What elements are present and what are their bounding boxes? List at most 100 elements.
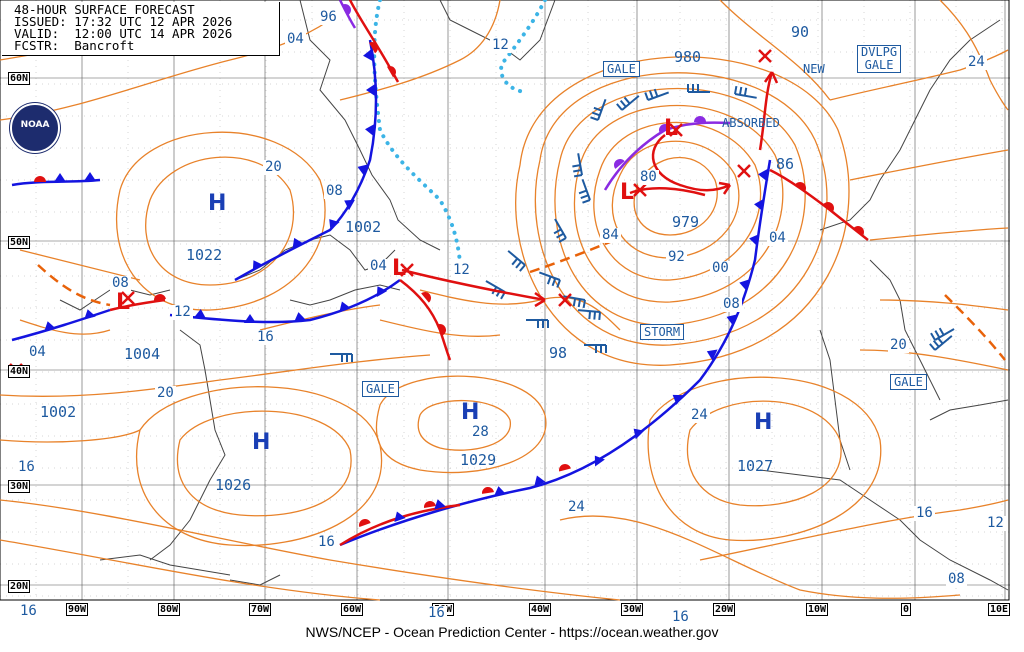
storm-track [401, 268, 546, 302]
isobar-line [699, 499, 1009, 561]
barb-flag [619, 100, 627, 108]
isobar-line [0, 429, 141, 443]
isobar-line [647, 376, 882, 542]
barb-flag [546, 276, 552, 285]
isobar-line [417, 399, 511, 451]
low-pressure-forecast-90: 90 [791, 23, 810, 41]
fronts [11, 0, 1006, 547]
cold-front-triangle [357, 164, 369, 176]
isobar-line [869, 227, 1009, 241]
wind-barbs [330, 84, 955, 362]
lon-label-10e: 10E [988, 603, 1011, 616]
wind-barb [687, 84, 710, 93]
coastline [59, 289, 111, 311]
warm-front-semicircle [659, 124, 671, 133]
barb-flag [582, 299, 586, 309]
barb-flag [649, 90, 654, 99]
isobar-line [339, 0, 501, 101]
barb-shaft [577, 153, 583, 176]
isobar-label: 16 [255, 329, 276, 345]
isobar-line [145, 156, 295, 286]
isobar-label: 12 [490, 37, 511, 53]
barb-flag [588, 311, 592, 320]
high-center-labrador: H [208, 191, 227, 216]
x-stroke [737, 164, 751, 178]
isobar-line [176, 410, 352, 517]
wind-barb [578, 178, 591, 204]
low-pressure-great-lakes: 1004 [124, 345, 161, 363]
wind-barb [616, 95, 640, 111]
isobar-label: 92 [666, 249, 687, 265]
coastlines [59, 0, 1009, 591]
isobar-label: 20 [888, 337, 909, 353]
gale-warning-north: GALE [603, 61, 640, 77]
wind-barb [572, 153, 583, 178]
coastline [759, 469, 1009, 591]
absorbed-annotation: ABSORBED [722, 116, 780, 130]
barb-flag [519, 264, 526, 272]
warm-front-semicircle [853, 226, 864, 236]
storm-track [629, 186, 706, 197]
header-title: 48-HOUR SURFACE FORECAST [14, 2, 195, 17]
isobar-label: 20 [263, 159, 284, 175]
trough-line [944, 294, 1006, 361]
forecast-position-marker [633, 183, 647, 197]
warm-front-semicircle [424, 501, 436, 509]
cold-front-triangle [294, 312, 306, 323]
warm-front-semicircle [694, 116, 706, 122]
forecast-position-marker [121, 291, 135, 305]
lat-label-20n: 20N [8, 580, 31, 593]
high-center-bermuda: H [252, 430, 271, 455]
barb-shaft [621, 95, 640, 111]
isobar-line [135, 386, 383, 547]
lon-label-10w: 10W [806, 603, 829, 616]
barb-flag [551, 277, 557, 287]
wind-barb [526, 319, 549, 328]
isobar-label: 08 [946, 571, 967, 587]
x-stroke [400, 263, 414, 277]
isobar-label: 84 [600, 227, 621, 243]
noaa-logo-text: NOAA [20, 120, 50, 130]
isobar-line [719, 0, 831, 101]
footer-credit: NWS/NCEP - Ocean Prediction Center - htt… [305, 624, 719, 640]
coastline [289, 284, 401, 306]
map-frame [0, 0, 1010, 601]
barb-flag [590, 116, 599, 121]
barb-flag [932, 340, 940, 348]
isobar-label: 12 [451, 262, 472, 278]
isobar-line [554, 87, 806, 326]
forecast-position-marker [400, 263, 414, 277]
low-pressure-iceland: 979 [672, 213, 700, 231]
high-pressure-bermuda: 1026 [215, 476, 252, 494]
storm-track [651, 134, 731, 192]
ice-edge-line [372, 0, 462, 264]
isobar-line [849, 149, 1009, 181]
wind-barb [577, 309, 601, 321]
isobar-label: 08 [721, 296, 742, 312]
warm-front-semicircle [154, 294, 166, 302]
cold-front-triangle [534, 475, 546, 487]
low-pressure-newfoundland: 1002 [345, 218, 382, 236]
low-pressure-forecast-98: 98 [549, 344, 568, 362]
wind-barb [734, 85, 757, 99]
coastline [229, 574, 281, 586]
wind-barb [538, 271, 561, 288]
cold-front [169, 278, 401, 324]
isobar-line [515, 56, 850, 366]
low-center-iceland-north: L [664, 116, 679, 141]
barb-shaft [734, 93, 757, 99]
isobar-label: 80 [638, 169, 659, 185]
high-pressure-azores: 1027 [737, 457, 774, 475]
isobar-line [375, 375, 547, 474]
high-center-mid-atlantic: H [461, 400, 480, 425]
isobar-label: 00 [710, 260, 731, 276]
x-stroke [758, 49, 772, 63]
forecast-position-marker [558, 293, 572, 307]
cold-front-triangle [329, 219, 340, 230]
cold-front-triangle [339, 301, 351, 313]
cold-front [11, 308, 111, 342]
warm-front-semicircle [823, 202, 834, 212]
cold-front-triangle [365, 124, 375, 136]
warm-front-semicircle [614, 159, 625, 169]
